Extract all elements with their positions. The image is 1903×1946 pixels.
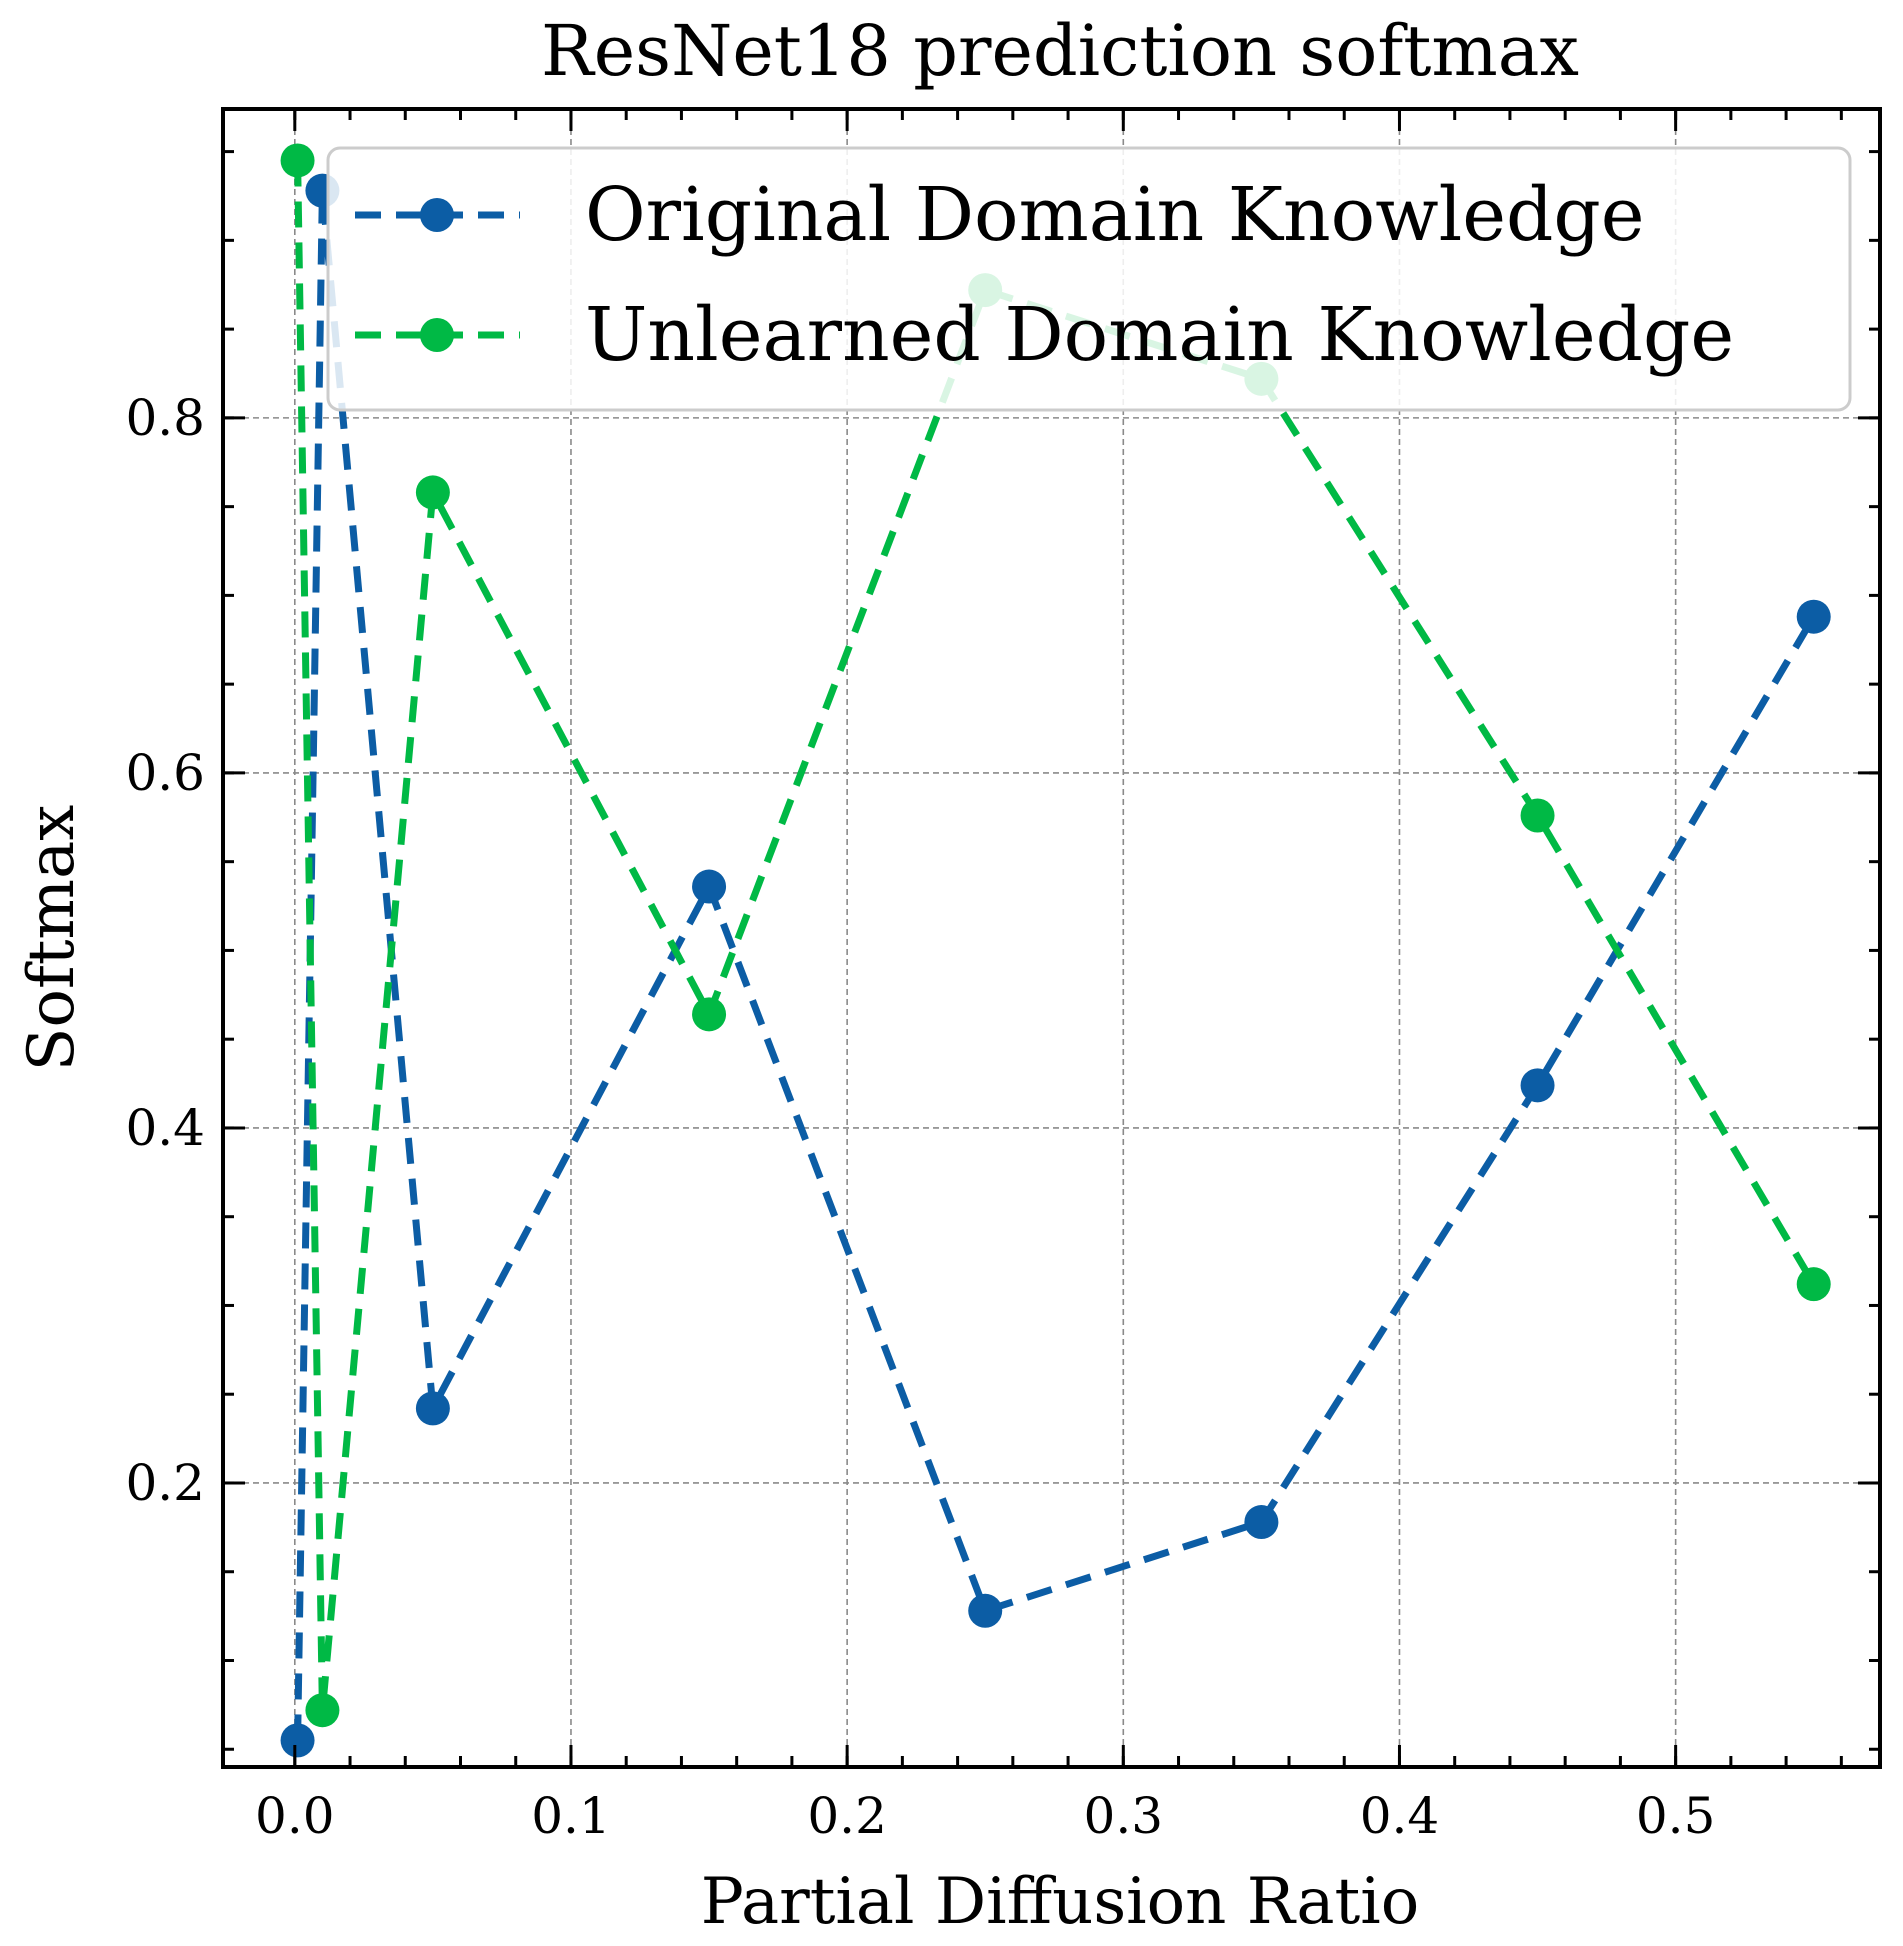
legend-swatch-marker-unlearned <box>420 318 454 352</box>
data-point-s1-3 <box>692 997 727 1032</box>
series-layer <box>280 143 1831 1758</box>
legend-box <box>326 146 1852 412</box>
legend-label-unlearned: Unlearned Domain Knowledge <box>585 292 1734 378</box>
legend: Original Domain Knowledge Unlearned Doma… <box>326 146 1852 412</box>
data-point-s1-1 <box>305 1693 340 1728</box>
ticks: 0.0 0.1 0.2 0.3 0.4 0.5 0.2 0.4 0.6 0.8 <box>125 109 1880 1845</box>
series-line-1 <box>294 160 1817 1711</box>
x-tick-label-2: 0.2 <box>807 1787 887 1845</box>
x-tick-label-1: 0.1 <box>531 1787 611 1845</box>
plot-frame <box>221 107 1882 1769</box>
y-tick-label-3: 0.8 <box>125 389 205 447</box>
chart-title: ResNet18 prediction softmax <box>541 10 1579 92</box>
y-tick-label-1: 0.4 <box>125 1099 205 1157</box>
data-point-s0-0 <box>280 1723 315 1758</box>
data-point-s1-2 <box>415 475 450 510</box>
x-tick-label-3: 0.3 <box>1084 1787 1164 1845</box>
y-tick-label-0: 0.2 <box>125 1454 205 1512</box>
data-point-s0-4 <box>968 1593 1003 1628</box>
legend-label-original: Original Domain Knowledge <box>585 172 1645 258</box>
data-point-s0-3 <box>692 869 727 904</box>
data-point-s1-6 <box>1520 798 1555 833</box>
y-axis-label: Softmax <box>15 805 89 1072</box>
x-tick-label-4: 0.4 <box>1360 1787 1440 1845</box>
y-tick-label-2: 0.6 <box>125 744 205 802</box>
data-point-s0-6 <box>1520 1068 1555 1103</box>
grid <box>223 109 1880 1767</box>
data-point-s0-7 <box>1796 599 1831 634</box>
x-tick-label-0: 0.0 <box>255 1787 335 1845</box>
series-line-0 <box>294 190 1817 1741</box>
legend-item-unlearned: Unlearned Domain Knowledge <box>355 292 1734 378</box>
data-point-s1-7 <box>1796 1267 1831 1302</box>
x-axis-label: Partial Diffusion Ratio <box>701 1865 1420 1939</box>
legend-swatch-marker-original <box>420 198 454 232</box>
data-point-s1-0 <box>280 143 315 178</box>
legend-item-original: Original Domain Knowledge <box>355 172 1645 258</box>
data-point-s0-5 <box>1244 1505 1279 1540</box>
data-point-s0-2 <box>415 1391 450 1426</box>
x-tick-label-5: 0.5 <box>1636 1787 1716 1845</box>
